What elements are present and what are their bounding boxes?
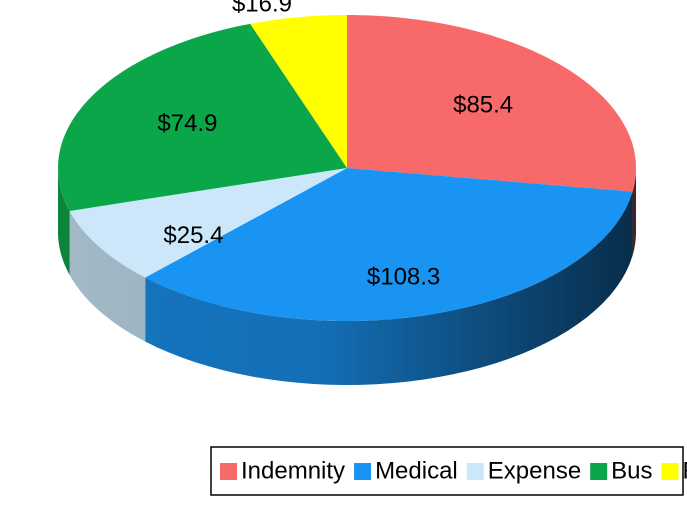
- data-label: $108.3: [367, 263, 440, 290]
- legend-swatch: [220, 463, 237, 480]
- legend-label: Expense: [488, 457, 581, 484]
- legend-label: Rail: [683, 457, 687, 484]
- data-label: $85.4: [453, 92, 513, 119]
- pie-slice: [145, 168, 633, 321]
- legend-swatch: [354, 463, 372, 480]
- pie-side: [69, 210, 146, 342]
- data-label: $74.9: [157, 110, 217, 137]
- legend-swatch: [661, 463, 679, 480]
- pie-slice: [58, 23, 348, 211]
- pie-slice: [69, 168, 348, 278]
- legend-swatch: [590, 463, 608, 480]
- data-label: $25.4: [163, 222, 223, 249]
- pie-slice: [347, 15, 636, 192]
- pie-side: [58, 168, 70, 275]
- pie-side: [145, 191, 633, 385]
- legend-label: Bus: [611, 457, 652, 484]
- data-label: $16.9: [232, 0, 292, 17]
- legend-swatch: [466, 463, 484, 480]
- pie-slice: [250, 15, 347, 168]
- pie-side: [632, 168, 636, 256]
- legend-label: Medical: [375, 457, 458, 484]
- legend-label: Indemnity: [241, 457, 345, 484]
